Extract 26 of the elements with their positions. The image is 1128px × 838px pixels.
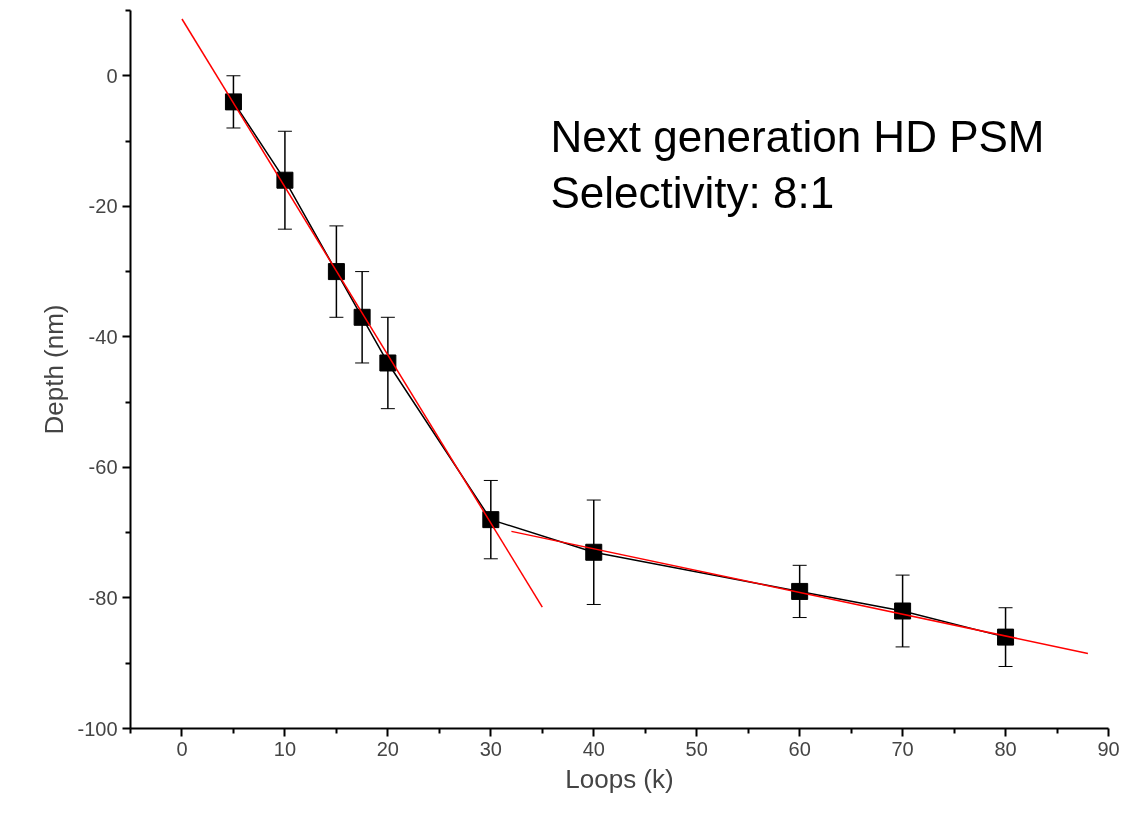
x-tick-label: 10	[273, 737, 297, 760]
point	[276, 171, 294, 189]
x-tick-label: 70	[891, 737, 914, 760]
x-tick-label: 60	[788, 737, 811, 760]
point	[894, 602, 912, 620]
x-axis-title: Loops (k)	[565, 763, 674, 794]
y-tick-label: -40	[88, 325, 118, 348]
x-tick-label: 80	[994, 737, 1017, 760]
y-axis-title: Depth (nm)	[39, 304, 70, 435]
y-tick-label: 0	[106, 64, 118, 87]
x-tick-label: 50	[685, 737, 708, 760]
point	[585, 543, 603, 561]
y-tick-label: -80	[88, 586, 118, 609]
annotation: Selectivity: 8:1	[550, 167, 835, 217]
y-tick-label: -100	[77, 717, 118, 740]
x-tick-label: 30	[479, 737, 502, 760]
x-tick-label: 90	[1097, 737, 1120, 760]
x-tick-label: 0	[176, 737, 188, 760]
y-tick-label: -60	[88, 456, 118, 479]
x-tick-label: 40	[582, 737, 605, 760]
annotation: Next generation HD PSM	[550, 111, 1045, 161]
x-tick-label: 20	[376, 737, 399, 760]
point	[997, 628, 1015, 646]
point	[791, 582, 809, 600]
y-tick-label: -20	[88, 195, 118, 218]
point	[379, 354, 397, 372]
